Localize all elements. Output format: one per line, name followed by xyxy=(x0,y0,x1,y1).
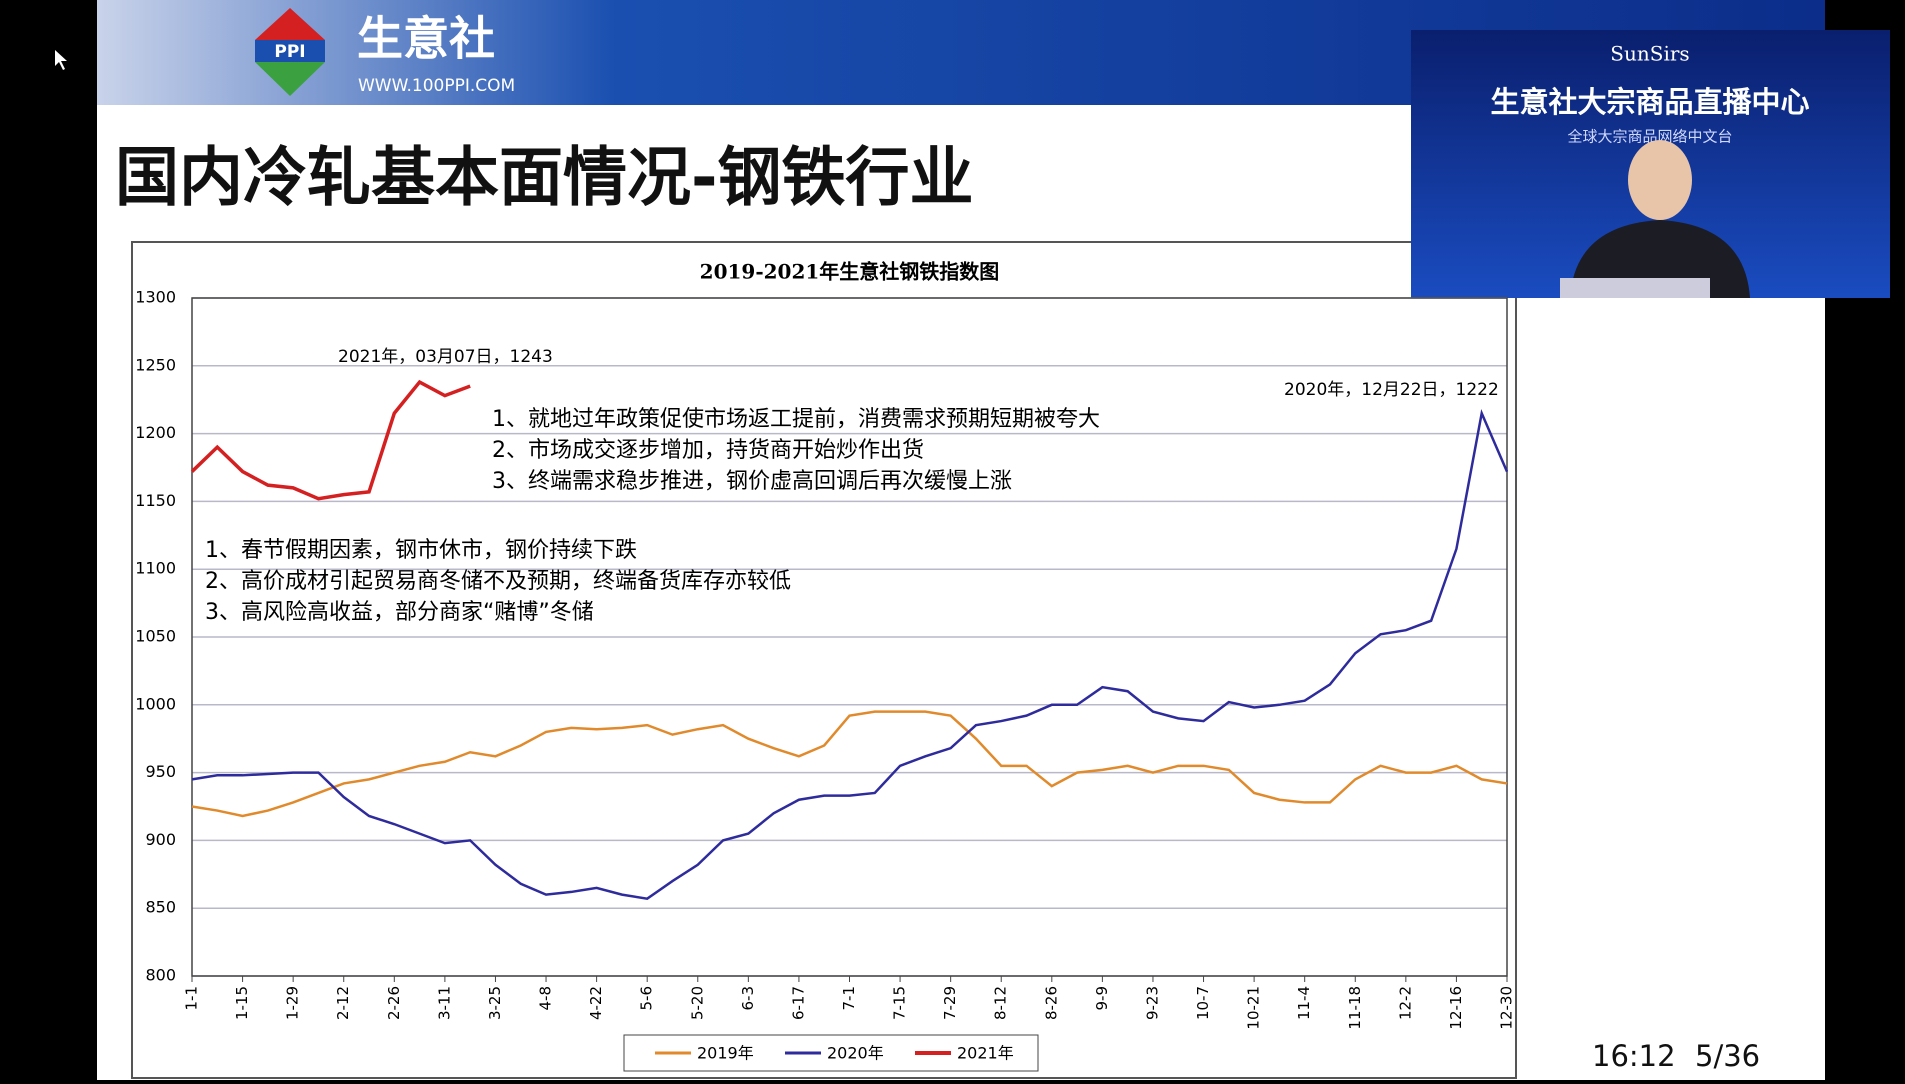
x-tick-label: 7-29 xyxy=(941,986,959,1020)
brand: 生意社 xyxy=(357,12,495,66)
series-line xyxy=(191,409,1509,901)
note: 1、就地过年政策促使市场返工提前，消费需求预期短期被夸大 xyxy=(492,407,1100,432)
x-tick-label: 7-15 xyxy=(891,986,909,1020)
x-tick-label: 10-21 xyxy=(1245,986,1263,1030)
time: 16:12 xyxy=(1592,1039,1676,1073)
x-tick-label: 10-7 xyxy=(1194,986,1212,1020)
video-subtitle: 全球大宗商品网络中文台 xyxy=(1567,128,1732,146)
chart-frame xyxy=(131,241,1517,1079)
y-tick-label: 1200 xyxy=(135,423,176,442)
note: 2、高价成材引起贸易商冬储不及预期，终端备货库存亦较低 xyxy=(205,569,791,594)
x-tick-label: 9-9 xyxy=(1093,986,1111,1011)
annotation: 2021年，03月07日，1243 xyxy=(338,347,553,367)
legend-box xyxy=(623,1034,1039,1072)
page-number: 5/36 xyxy=(1695,1039,1760,1073)
logo-top xyxy=(255,8,325,40)
cursor xyxy=(55,50,67,70)
x-tick-label: 5-20 xyxy=(688,986,706,1020)
x-tick-label: 9-23 xyxy=(1143,986,1161,1020)
y-tick-label: 1300 xyxy=(135,288,176,307)
chart-title: 2019-2021年生意社钢铁指数图 xyxy=(700,260,1000,284)
x-tick-label: 3-25 xyxy=(486,986,504,1020)
note: 3、终端需求稳步推进，钢价虚高回调后再次缓慢上涨 xyxy=(492,469,1012,494)
x-tick-label: 8-26 xyxy=(1042,986,1060,1020)
logo-mid xyxy=(255,40,325,62)
legend-label: 2019年 xyxy=(697,1044,754,1063)
note: 2、市场成交逐步增加，持货商开始炒作出货 xyxy=(492,438,924,463)
x-tick-label: 11-4 xyxy=(1295,986,1313,1020)
x-tick-label: 6-3 xyxy=(739,986,757,1011)
logo-text: PPI xyxy=(274,42,305,62)
x-tick-label: 12-16 xyxy=(1447,986,1465,1030)
note: 1、春节假期因素，钢市休市，钢价持续下跌 xyxy=(205,538,637,563)
y-tick-label: 1100 xyxy=(135,559,176,578)
y-tick-label: 1150 xyxy=(135,491,176,510)
y-tick-label: 800 xyxy=(145,966,176,985)
x-tick-label: 4-22 xyxy=(587,986,605,1020)
legend-label: 2021年 xyxy=(957,1044,1014,1063)
y-tick-label: 850 xyxy=(145,898,176,917)
y-tick-label: 1250 xyxy=(135,355,176,374)
x-tick-label: 12-2 xyxy=(1396,986,1414,1020)
series-line xyxy=(191,710,1508,818)
x-tick-label: 2-26 xyxy=(385,986,403,1020)
legend-label: 2020年 xyxy=(827,1044,884,1063)
annotation: 2020年，12月22日，1222 xyxy=(1284,380,1499,400)
laptop xyxy=(1560,278,1710,298)
x-tick-label: 2-12 xyxy=(334,986,352,1020)
y-tick-label: 900 xyxy=(145,830,176,849)
x-tick-label: 1-1 xyxy=(183,986,201,1011)
x-tick-label: 8-12 xyxy=(992,986,1010,1020)
presenter-head xyxy=(1628,140,1692,220)
slide-title: 国内冷轧基本面情况-钢铁行业 xyxy=(115,142,974,216)
video-title: 生意社大宗商品直播中心 xyxy=(1490,85,1809,119)
x-tick-label: 7-1 xyxy=(840,986,858,1011)
url: WWW.100PPI.COM xyxy=(358,76,515,96)
x-tick-label: 1-29 xyxy=(284,986,302,1020)
series-line xyxy=(190,379,471,501)
x-tick-label: 1-15 xyxy=(233,986,251,1020)
logo-bottom xyxy=(255,62,325,96)
y-tick-label: 950 xyxy=(145,762,176,781)
y-tick-label: 1050 xyxy=(135,627,176,646)
y-tick-label: 1000 xyxy=(135,694,176,713)
x-tick-label: 6-17 xyxy=(789,986,807,1020)
x-tick-label: 3-11 xyxy=(435,986,453,1020)
video-brand: SunSirs xyxy=(1610,42,1689,66)
x-tick-label: 5-6 xyxy=(638,986,656,1011)
note: 3、高风险高收益，部分商家“赌博”冬储 xyxy=(205,600,594,625)
x-tick-label: 11-18 xyxy=(1346,986,1364,1030)
x-tick-label: 4-8 xyxy=(537,986,555,1011)
x-tick-label: 12-30 xyxy=(1498,986,1516,1030)
